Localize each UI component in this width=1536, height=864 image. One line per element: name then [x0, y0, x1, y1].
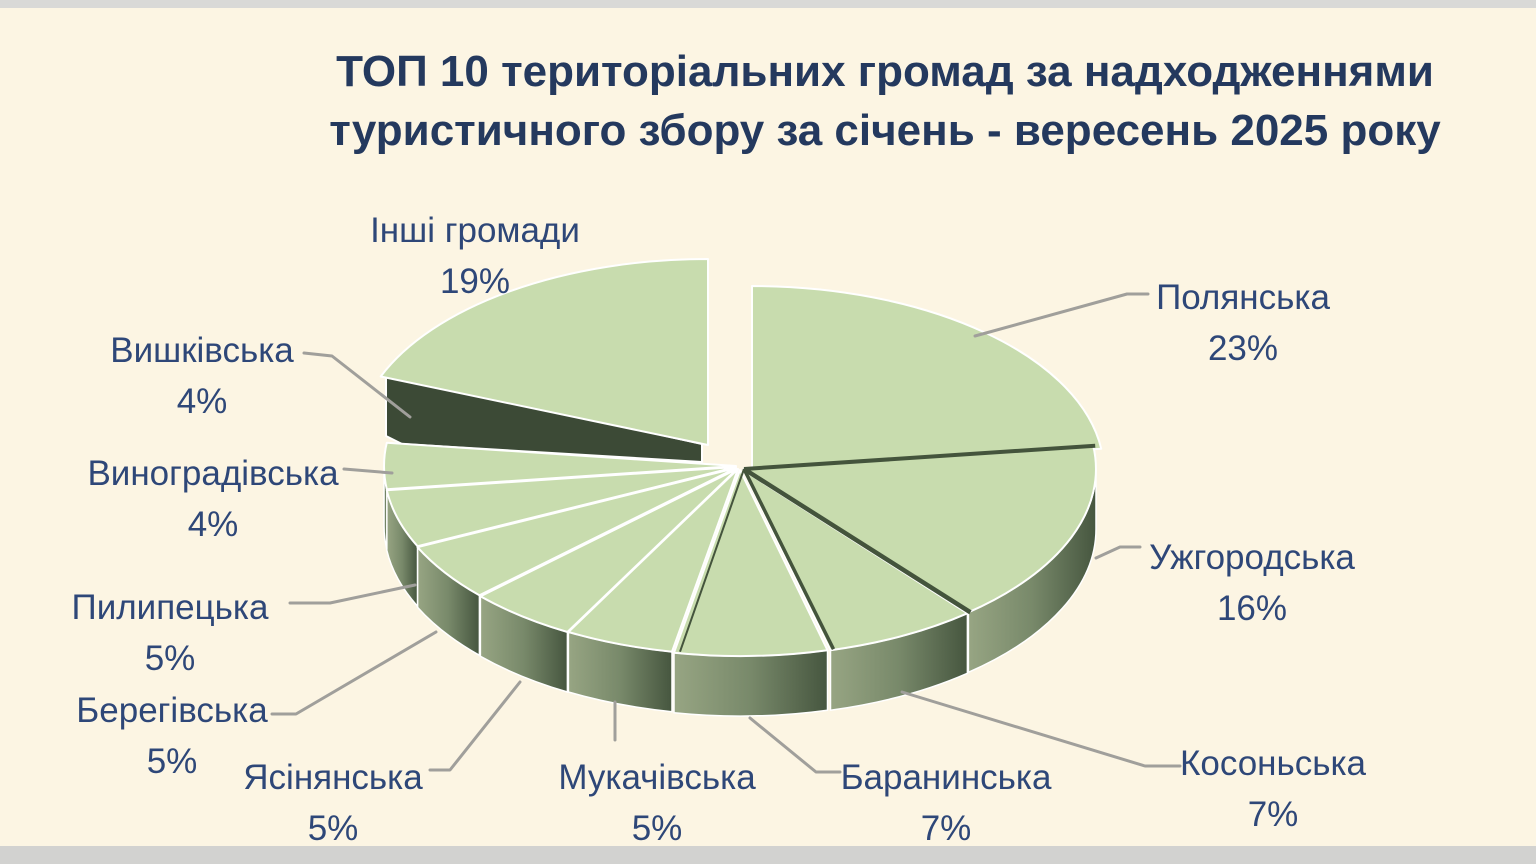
- pie-slice: [742, 469, 969, 652]
- page-title-line1: ТОП 10 територіальних громад за надходже…: [336, 47, 1434, 96]
- slice-separator-dark: [743, 443, 1096, 471]
- leader-line: [900, 690, 1182, 768]
- page-title: ТОП 10 територіальних громад за надходже…: [250, 42, 1520, 160]
- leader-line: [428, 680, 522, 772]
- page-title-line2: туристичного збору за січень - вересень …: [329, 106, 1441, 155]
- slice-separator-dark: [742, 467, 972, 615]
- pie-slice: [383, 441, 737, 491]
- leader-line: [270, 630, 438, 716]
- leader-line: [302, 351, 412, 419]
- bottom-window-strip: [0, 846, 1536, 864]
- pie-slice: [385, 466, 737, 548]
- pie-slice: [743, 444, 1097, 614]
- pie-rim-segment: [673, 649, 829, 717]
- top-window-strip: [0, 0, 1536, 8]
- leader-line: [288, 583, 417, 605]
- pie-slice: [416, 467, 737, 597]
- leader-line: [342, 467, 394, 475]
- slice-separator-dark: [742, 468, 836, 650]
- leader-line: [1094, 545, 1142, 560]
- leader-line: [748, 716, 842, 774]
- leader-line: [973, 292, 1150, 338]
- pie-slice: [673, 469, 829, 657]
- pie-slice: [379, 258, 709, 446]
- pie-slice: [751, 285, 1103, 473]
- slice-separator-dark: [679, 468, 745, 653]
- pie-slice: [479, 468, 738, 633]
